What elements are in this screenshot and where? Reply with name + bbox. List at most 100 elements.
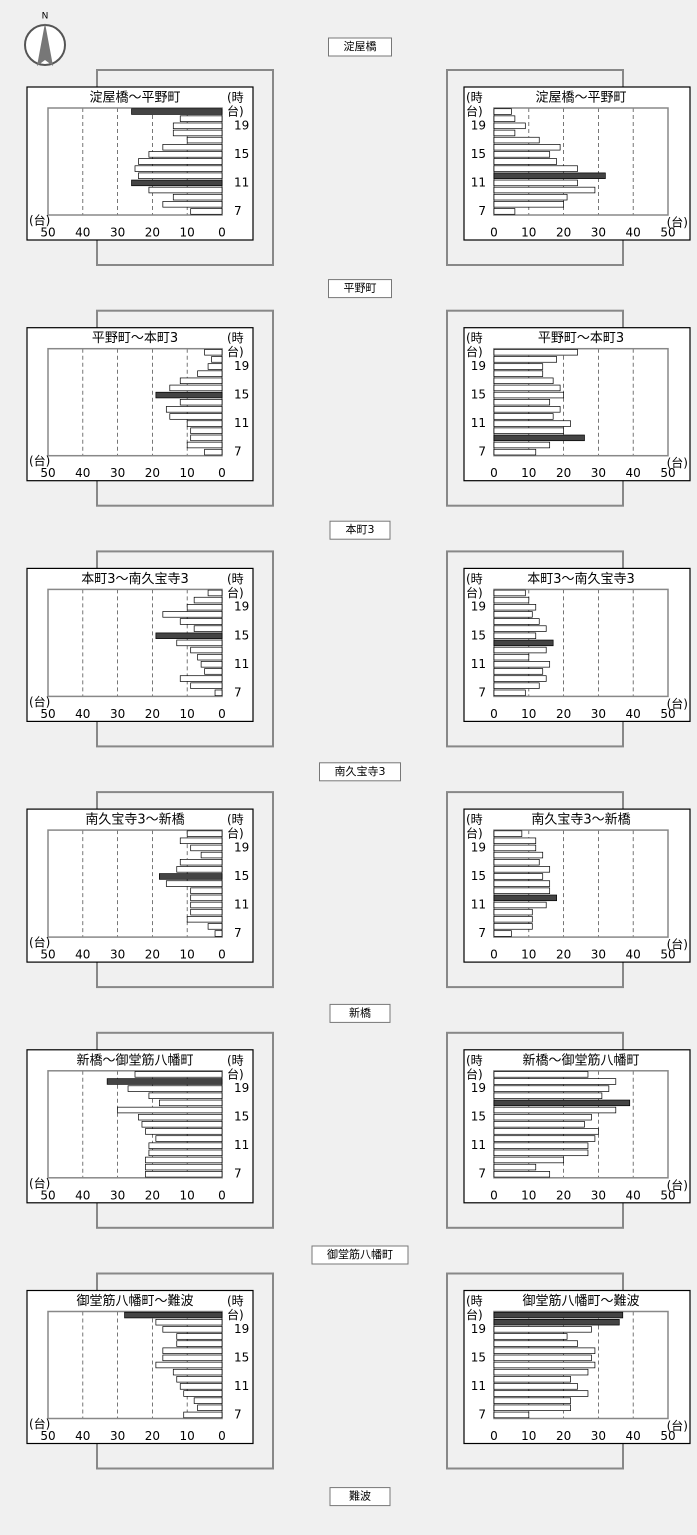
chart-title: 御堂筋八幡町～難波 xyxy=(522,1293,639,1309)
bar xyxy=(493,682,540,689)
x-tick-label: 20 xyxy=(556,1429,571,1443)
bar xyxy=(186,916,223,923)
y-tick-label: 15 xyxy=(234,388,249,402)
y-axis-label: (時 xyxy=(227,91,244,105)
bar xyxy=(207,363,223,370)
bar xyxy=(200,661,223,668)
bar xyxy=(162,1326,223,1333)
bar xyxy=(493,661,551,668)
bar xyxy=(162,1347,223,1354)
bar xyxy=(493,675,547,682)
bar xyxy=(124,1311,223,1319)
bar xyxy=(193,1397,223,1404)
bar xyxy=(204,448,223,456)
bar xyxy=(148,1142,223,1149)
bar xyxy=(211,356,223,363)
bar xyxy=(214,689,223,697)
y-tick-label: 19 xyxy=(471,359,486,373)
x-tick-label: 40 xyxy=(626,226,641,240)
bar xyxy=(493,930,512,937)
x-tick-label: 30 xyxy=(591,1429,606,1443)
x-tick-label: 0 xyxy=(218,1188,226,1202)
bar xyxy=(493,916,533,923)
node-label: 新橋 xyxy=(349,1005,371,1019)
y-tick-label: 19 xyxy=(234,1081,249,1095)
bar xyxy=(493,611,533,618)
y-tick-label: 19 xyxy=(471,600,486,614)
x-tick-label: 50 xyxy=(660,466,675,480)
bar xyxy=(493,448,537,456)
y-tick-label: 7 xyxy=(478,685,486,699)
bar xyxy=(134,165,223,172)
y-tick-label: 19 xyxy=(234,118,249,132)
bar xyxy=(493,1347,596,1354)
y-tick-label: 7 xyxy=(478,204,486,218)
bar xyxy=(493,901,547,909)
bar xyxy=(493,923,533,930)
bar xyxy=(493,908,533,916)
bar xyxy=(493,866,551,873)
bar xyxy=(162,144,223,151)
bar xyxy=(176,1340,223,1347)
bar xyxy=(155,1318,223,1326)
bar xyxy=(172,1368,223,1376)
bar xyxy=(493,370,544,377)
y-tick-label: 15 xyxy=(471,388,486,402)
x-tick-label: 20 xyxy=(556,707,571,721)
chart-title: 南久宝寺3～新橋 xyxy=(531,812,630,828)
bar xyxy=(493,349,578,356)
bar xyxy=(138,1113,223,1121)
bar xyxy=(145,1156,223,1164)
x-tick-label: 10 xyxy=(180,226,195,240)
chart-title: 淀屋橋～平野町 xyxy=(89,91,180,106)
x-tick-label: 0 xyxy=(218,226,226,240)
y-tick-label: 11 xyxy=(234,1138,249,1152)
bar xyxy=(493,668,544,675)
x-tick-label: 40 xyxy=(75,1188,90,1202)
bar xyxy=(145,1171,223,1178)
bar xyxy=(493,1326,592,1333)
bar xyxy=(493,1163,537,1171)
bar xyxy=(176,1333,223,1340)
bar xyxy=(493,201,564,208)
x-tick-label: 40 xyxy=(626,466,641,480)
bar xyxy=(493,363,544,370)
x-tick-label: 20 xyxy=(145,226,160,240)
bar xyxy=(117,1106,223,1114)
x-tick-label: 40 xyxy=(75,707,90,721)
y-tick-label: 11 xyxy=(471,175,486,189)
x-tick-label: 40 xyxy=(75,948,90,962)
x-tick-label: 10 xyxy=(180,466,195,480)
bar xyxy=(493,1311,624,1319)
node-label: 難波 xyxy=(349,1490,371,1503)
bar xyxy=(493,1128,599,1135)
x-tick-label: 0 xyxy=(218,948,226,962)
bar xyxy=(148,186,223,194)
x-tick-label: 50 xyxy=(40,1188,55,1202)
y-tick-label: 19 xyxy=(234,600,249,614)
y-tick-label: 7 xyxy=(234,1407,242,1421)
bar xyxy=(127,1085,223,1092)
x-tick-label: 20 xyxy=(145,1429,160,1443)
x-tick-label: 0 xyxy=(490,1188,498,1202)
bar xyxy=(179,837,223,845)
bar xyxy=(493,1411,530,1419)
y-axis-label: (時 xyxy=(227,1294,244,1308)
bar xyxy=(493,589,526,597)
y-axis-label: 台) xyxy=(227,585,244,600)
bar xyxy=(162,1354,223,1362)
bar xyxy=(493,144,561,151)
bar xyxy=(493,1397,571,1404)
bar xyxy=(155,632,223,639)
bar xyxy=(493,1135,596,1142)
bar xyxy=(186,441,223,449)
bar xyxy=(493,1078,617,1085)
bar xyxy=(493,384,561,392)
x-axis-label: (台) xyxy=(667,215,688,230)
bar xyxy=(134,1071,223,1078)
bar xyxy=(493,158,557,165)
compass-needle xyxy=(37,23,53,66)
bar xyxy=(190,901,223,909)
y-tick-label: 19 xyxy=(471,118,486,132)
